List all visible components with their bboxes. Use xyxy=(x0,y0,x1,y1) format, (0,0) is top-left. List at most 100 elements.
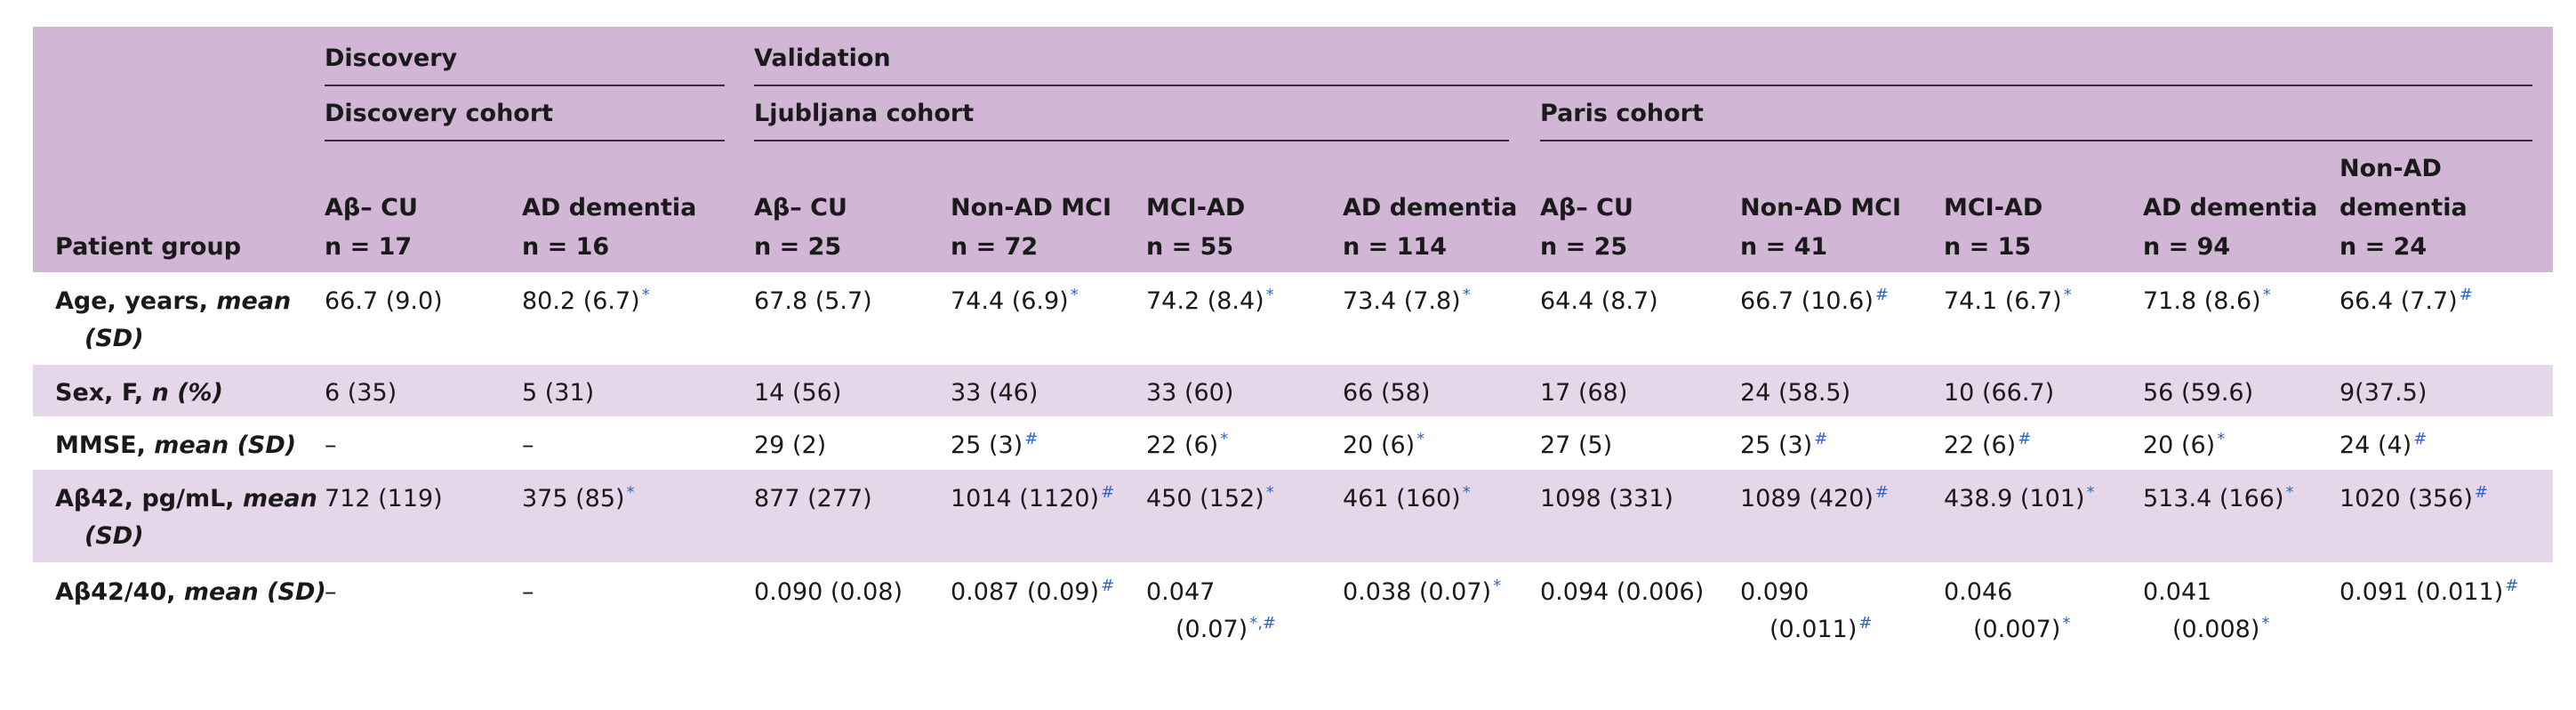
table-cell: 1098 (331) xyxy=(1540,485,1673,512)
table-cell: 513.4 (166) * xyxy=(2143,483,2294,513)
table-cell: 64.4 (8.7) xyxy=(1540,287,1658,315)
col-header-n: n = 25 xyxy=(1540,233,1628,261)
table-cell: 33 (60) xyxy=(1146,379,1234,407)
col-header-n: n = 16 xyxy=(522,233,610,261)
table-cell: 20 (6) * xyxy=(2143,430,2226,460)
col-header-name: AD dementia xyxy=(1343,194,1518,222)
table-cell: 877 (277) xyxy=(754,485,872,512)
col-header-name: dementia xyxy=(2339,194,2468,222)
col-header-name: Aβ– CU xyxy=(754,194,847,222)
row-label-abeta4240: Aβ42/40, mean (SD) xyxy=(55,578,326,606)
table-cell: 1089 (420) # xyxy=(1740,483,1889,513)
col-header-n: n = 15 xyxy=(1944,233,2032,261)
table-cell: 25 (3) # xyxy=(1740,430,1828,460)
table-cell: 66 (58) xyxy=(1343,379,1431,407)
table-cell: 24 (4) # xyxy=(2339,430,2428,460)
table-cell: 74.4 (6.9) * xyxy=(951,286,1079,316)
col-header-name: AD dementia xyxy=(522,194,697,222)
rule-ljubljana-cohort xyxy=(754,140,1509,141)
row-label-age-line2: (SD) xyxy=(84,325,144,352)
col-header-n: n = 94 xyxy=(2143,233,2231,261)
group-discovery: Discovery xyxy=(325,44,458,72)
col-header-name: Aβ– CU xyxy=(325,194,418,222)
table-cell: 0.087 (0.09) # xyxy=(951,577,1115,607)
table-cell: 80.2 (6.7) * xyxy=(522,286,650,316)
group-validation: Validation xyxy=(754,44,891,72)
row-label-sex: Sex, F, n (%) xyxy=(55,379,223,407)
table-cell-line2: (0.008) * xyxy=(2172,614,2270,644)
table-cell: 27 (5) xyxy=(1540,432,1613,459)
table-cell: 0.090 (0.08) xyxy=(754,578,903,606)
table-cell: 1014 (1120) # xyxy=(951,483,1115,513)
table-cell: 22 (6) # xyxy=(1944,430,2032,460)
rule-validation-group xyxy=(754,85,2532,86)
table-cell: 20 (6) * xyxy=(1343,430,1425,460)
table-cell: – xyxy=(325,578,337,606)
table-header-background xyxy=(33,27,2553,272)
cohort-paris: Paris cohort xyxy=(1540,100,1704,127)
row-label-age: Age, years, mean xyxy=(55,287,292,315)
col-header-n: n = 55 xyxy=(1146,233,1234,261)
col-header-name: Non-AD MCI xyxy=(951,194,1112,222)
col-header-name: AD dementia xyxy=(2143,194,2318,222)
table-cell: 0.046 xyxy=(1944,578,2013,606)
table-cell: 74.1 (6.7) * xyxy=(1944,286,2072,316)
table-cell: 14 (56) xyxy=(754,379,842,407)
table-cell: 33 (46) xyxy=(951,379,1039,407)
table-cell: 66.4 (7.7) # xyxy=(2339,286,2473,316)
table-cell: 6 (35) xyxy=(325,379,397,407)
col-header-n: n = 72 xyxy=(951,233,1039,261)
table-cell: 712 (119) xyxy=(325,485,443,512)
rule-discovery-group xyxy=(325,85,725,86)
table-cell: – xyxy=(522,578,534,606)
table-cell: 438.9 (101) * xyxy=(1944,483,2095,513)
table-cell: 0.038 (0.07) * xyxy=(1343,577,1502,607)
table-cell: 1020 (356) # xyxy=(2339,483,2488,513)
col-header-n: n = 25 xyxy=(754,233,842,261)
row-label-abeta42-line2: (SD) xyxy=(84,522,144,550)
table-cell-line2: (0.07) *,# xyxy=(1176,614,1276,644)
table-cell: 73.4 (7.8) * xyxy=(1343,286,1471,316)
table-cell: 24 (58.5) xyxy=(1740,379,1851,407)
row-label-abeta42: Aβ42, pg/mL, mean xyxy=(55,485,317,512)
table-cell: 74.2 (8.4) * xyxy=(1146,286,1274,316)
table-cell: 375 (85) * xyxy=(522,483,635,513)
col-header-n: n = 41 xyxy=(1740,233,1828,261)
table-cell: 0.047 xyxy=(1146,578,1216,606)
row-label-header: Patient group xyxy=(55,233,242,261)
table-cell: 17 (68) xyxy=(1540,379,1628,407)
table-cell: 450 (152) * xyxy=(1146,483,1274,513)
table-cell: 5 (31) xyxy=(522,379,595,407)
table-cell: 0.091 (0.011) # xyxy=(2339,577,2519,607)
col-header-name-line1: Non-AD xyxy=(2339,155,2442,182)
table-cell-line2: (0.011) # xyxy=(1769,614,1873,644)
table-cell: 0.090 xyxy=(1740,578,1810,606)
table-cell-line2: (0.007) * xyxy=(1973,614,2071,644)
table-cell: 67.8 (5.7) xyxy=(754,287,872,315)
table-cell: 66.7 (9.0) xyxy=(325,287,443,315)
col-header-name: MCI-AD xyxy=(1146,194,1246,222)
row-band-abeta42 xyxy=(33,470,2553,562)
table-cell: – xyxy=(325,432,337,459)
table-cell: – xyxy=(522,432,534,459)
table-cell: 461 (160) * xyxy=(1343,483,1471,513)
col-header-name: Aβ– CU xyxy=(1540,194,1633,222)
row-label-mmse: MMSE, mean (SD) xyxy=(55,432,297,459)
col-header-n: n = 114 xyxy=(1343,233,1448,261)
table-cell: 56 (59.6) xyxy=(2143,379,2254,407)
rule-discovery-cohort xyxy=(325,140,725,141)
cohort-ljubljana: Ljubljana cohort xyxy=(754,100,975,127)
table-cell: 10 (66.7) xyxy=(1944,379,2055,407)
col-header-name: MCI-AD xyxy=(1944,194,2043,222)
cohort-discovery: Discovery cohort xyxy=(325,100,554,127)
row-band-sex xyxy=(33,365,2553,416)
col-header-n: n = 17 xyxy=(325,233,413,261)
table-cell: 22 (6) * xyxy=(1146,430,1229,460)
table-cell: 71.8 (8.6) * xyxy=(2143,286,2271,316)
rule-paris-cohort xyxy=(1540,140,2532,141)
col-header-n: n = 24 xyxy=(2339,233,2428,261)
col-header-name: Non-AD MCI xyxy=(1740,194,1902,222)
table-cell: 0.094 (0.006) xyxy=(1540,578,1705,606)
table-cell: 0.041 xyxy=(2143,578,2212,606)
table-cell: 66.7 (10.6) # xyxy=(1740,286,1889,316)
